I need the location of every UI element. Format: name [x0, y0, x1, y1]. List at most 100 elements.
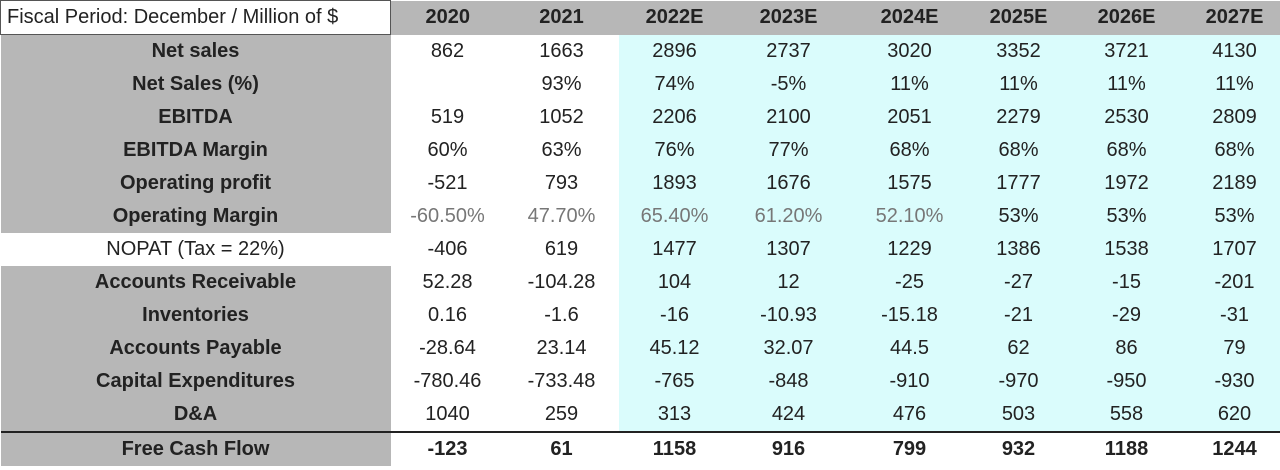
row-label: Operating profit	[0, 167, 391, 200]
table-cell: 79	[1188, 332, 1280, 365]
table-cell: -29	[1064, 299, 1189, 332]
table-cell: 45.12	[618, 332, 731, 365]
table-row: EBITDA Margin 60% 63% 76% 77% 68% 68% 68…	[0, 134, 1280, 167]
row-label: D&A	[0, 398, 391, 432]
table-cell: 620	[1188, 398, 1280, 432]
table-cell: -25	[846, 266, 973, 299]
table-row: NOPAT (Tax = 22%) -406 619 1477 1307 122…	[0, 233, 1280, 266]
table-cell: 77%	[730, 134, 847, 167]
table-cell: -5%	[730, 68, 847, 101]
table-cell: 53%	[1188, 200, 1280, 233]
row-label: Inventories	[0, 299, 391, 332]
table-cell: 53%	[972, 200, 1065, 233]
table-cell: 52.28	[390, 266, 505, 299]
row-label: Net Sales (%)	[0, 68, 391, 101]
table-cell: 1244	[1188, 431, 1280, 466]
table-row: Accounts Receivable 52.28 -104.28 104 12…	[0, 266, 1280, 299]
table-cell: 932	[972, 431, 1065, 466]
table-cell: 47.70%	[504, 200, 619, 233]
header-label[interactable]: Fiscal Period: December / Million of $	[0, 0, 391, 35]
table-cell: 503	[972, 398, 1065, 432]
table-cell: 1707	[1188, 233, 1280, 266]
table-cell: -848	[730, 365, 847, 398]
table-row: Accounts Payable -28.64 23.14 45.12 32.0…	[0, 332, 1280, 365]
table-cell: 68%	[1064, 134, 1189, 167]
year-header: 2020	[390, 0, 505, 35]
table-row: Operating Margin -60.50% 47.70% 65.40% 6…	[0, 200, 1280, 233]
table-cell: 53%	[1064, 200, 1189, 233]
table-cell: -950	[1064, 365, 1189, 398]
year-header: 2026E	[1064, 0, 1189, 35]
table-cell: -27	[972, 266, 1065, 299]
year-header: 2025E	[972, 0, 1065, 35]
row-label: Free Cash Flow	[0, 431, 391, 466]
table-cell: -930	[1188, 365, 1280, 398]
table-cell: 32.07	[730, 332, 847, 365]
table-cell: -104.28	[504, 266, 619, 299]
table-cell: 1158	[618, 431, 731, 466]
table-cell: 68%	[846, 134, 973, 167]
table-cell: -910	[846, 365, 973, 398]
table-cell: -521	[390, 167, 505, 200]
table-cell: -123	[390, 431, 505, 466]
table-cell: 2279	[972, 101, 1065, 134]
table-cell: 68%	[1188, 134, 1280, 167]
table-cell: 3721	[1064, 34, 1189, 68]
table-cell: 2530	[1064, 101, 1189, 134]
total-row: Free Cash Flow -123 61 1158 916 799 932 …	[0, 431, 1280, 466]
table-cell: 799	[846, 431, 973, 466]
header-row: Fiscal Period: December / Million of $ 2…	[0, 0, 1280, 35]
table-cell: 1386	[972, 233, 1065, 266]
table-cell: 1052	[504, 101, 619, 134]
table-cell: 2896	[618, 34, 731, 68]
year-header: 2023E	[730, 0, 847, 35]
table-cell: 0.16	[390, 299, 505, 332]
table-cell: -31	[1188, 299, 1280, 332]
table-cell: 12	[730, 266, 847, 299]
table-cell: 76%	[618, 134, 731, 167]
row-label: Net sales	[0, 34, 391, 68]
table-cell: 60%	[390, 134, 505, 167]
table-cell: 259	[504, 398, 619, 432]
table-cell: 11%	[1064, 68, 1189, 101]
table-cell: 2189	[1188, 167, 1280, 200]
table-cell: 1777	[972, 167, 1065, 200]
table-cell: 619	[504, 233, 619, 266]
table-cell: 68%	[972, 134, 1065, 167]
table-cell: -201	[1188, 266, 1280, 299]
table-cell: 1188	[1064, 431, 1189, 466]
table-cell: 52.10%	[846, 200, 973, 233]
year-header: 2022E	[618, 0, 731, 35]
table-cell: 916	[730, 431, 847, 466]
table-cell: 2100	[730, 101, 847, 134]
table-cell: -780.46	[390, 365, 505, 398]
table-cell: -28.64	[390, 332, 505, 365]
table-cell: 11%	[846, 68, 973, 101]
table-cell: 313	[618, 398, 731, 432]
table-row: Net sales 862 1663 2896 2737 3020 3352 3…	[0, 34, 1280, 68]
year-header: 2024E	[846, 0, 973, 35]
table-cell: 476	[846, 398, 973, 432]
table-cell: 2737	[730, 34, 847, 68]
table-cell: 62	[972, 332, 1065, 365]
table-cell: 74%	[618, 68, 731, 101]
row-label: Operating Margin	[0, 200, 391, 233]
table-row: Net Sales (%) 93% 74% -5% 11% 11% 11% 11…	[0, 68, 1280, 101]
table-row: Operating profit -521 793 1893 1676 1575…	[0, 167, 1280, 200]
table-cell: -733.48	[504, 365, 619, 398]
table-cell: -1.6	[504, 299, 619, 332]
table-cell	[390, 68, 505, 101]
table-cell: -406	[390, 233, 505, 266]
table-row: EBITDA 519 1052 2206 2100 2051 2279 2530…	[0, 101, 1280, 134]
table-cell: 1477	[618, 233, 731, 266]
table-cell: -60.50%	[390, 200, 505, 233]
table-cell: -10.93	[730, 299, 847, 332]
table-cell: 93%	[504, 68, 619, 101]
table-cell: 61	[504, 431, 619, 466]
table-cell: -15	[1064, 266, 1189, 299]
table-cell: 1893	[618, 167, 731, 200]
table-cell: -21	[972, 299, 1065, 332]
table-cell: 23.14	[504, 332, 619, 365]
table-row: Inventories 0.16 -1.6 -16 -10.93 -15.18 …	[0, 299, 1280, 332]
table-cell: 558	[1064, 398, 1189, 432]
